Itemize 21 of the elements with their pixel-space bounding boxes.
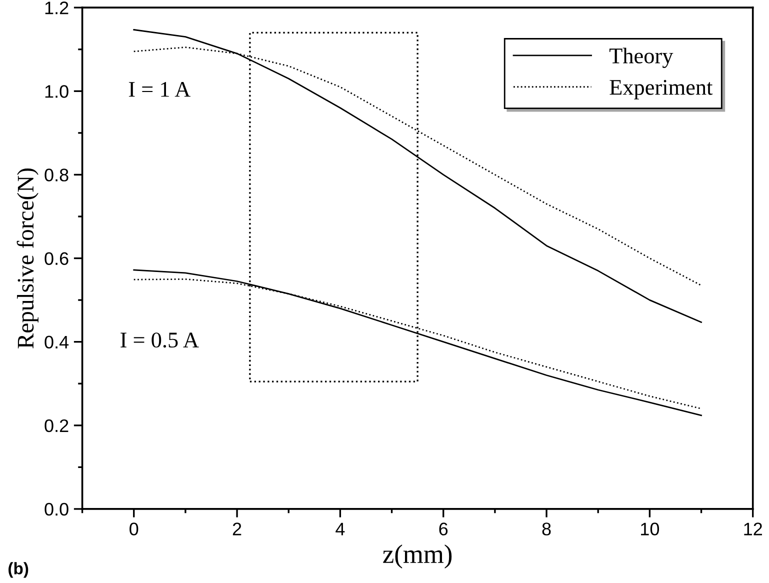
- legend-label: Experiment: [610, 80, 713, 100]
- legend-label: Theory: [609, 48, 674, 68]
- y-tick-label: 0.0: [44, 502, 68, 516]
- y-tick-label: 0.2: [44, 419, 68, 432]
- x-tick-label: 4: [336, 522, 345, 536]
- x-axis-title: z(mm): [383, 544, 452, 568]
- annotation: I = 0.5 A: [120, 332, 199, 348]
- x-tick-label: 10: [641, 522, 660, 536]
- x-tick-label: 12: [744, 522, 762, 536]
- x-tick-label: 0: [130, 522, 138, 536]
- y-tick-label: 0.4: [44, 336, 69, 349]
- annotation: I = 1 A: [128, 82, 191, 97]
- y-tick-label: 1.0: [45, 85, 68, 98]
- y-tick-label: 0.8: [44, 168, 68, 182]
- x-tick-label: 6: [439, 522, 448, 536]
- x-tick-label: 8: [542, 522, 551, 536]
- text: (b): [8, 562, 28, 578]
- y-tick-label: 0.6: [44, 252, 68, 265]
- x-tick-label: 2: [232, 522, 242, 536]
- y-axis-title: Repulsive force(N): [16, 168, 38, 348]
- y-tick-label: 1.2: [45, 2, 68, 14]
